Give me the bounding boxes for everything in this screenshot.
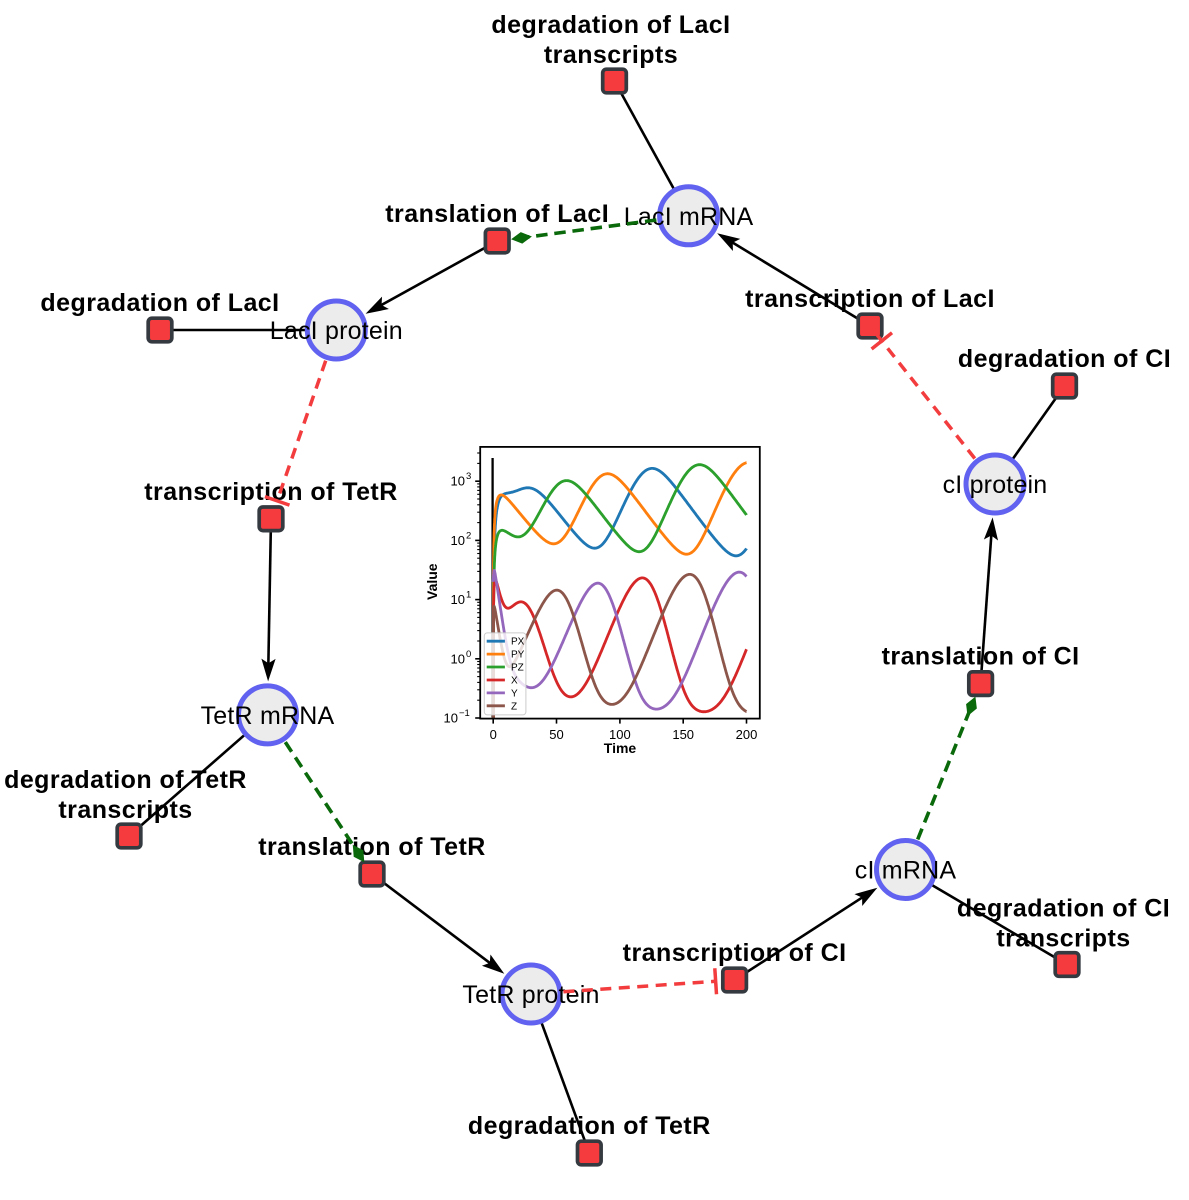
svg-text:1: 1 — [466, 590, 471, 601]
svg-text:100: 100 — [609, 727, 631, 742]
svg-text:transcripts: transcripts — [58, 796, 192, 824]
svg-text:translation of CI: translation of CI — [882, 643, 1080, 671]
svg-text:X: X — [511, 676, 518, 687]
svg-text:degradation of TetR: degradation of TetR — [4, 766, 247, 794]
svg-text:translation of LacI: translation of LacI — [385, 200, 609, 228]
svg-text:degradation of LacI: degradation of LacI — [40, 289, 279, 317]
svg-text:2: 2 — [466, 530, 471, 541]
svg-text:TetR protein: TetR protein — [462, 981, 599, 1009]
svg-text:Value: Value — [424, 563, 440, 600]
svg-text:10: 10 — [444, 711, 458, 726]
svg-text:transcripts: transcripts — [544, 41, 678, 69]
svg-text:transcription of CI: transcription of CI — [623, 939, 847, 967]
svg-text:−1: −1 — [459, 708, 470, 719]
svg-text:degradation of CI: degradation of CI — [958, 345, 1171, 373]
svg-text:0: 0 — [466, 649, 471, 660]
svg-text:PZ: PZ — [511, 663, 524, 674]
svg-text:200: 200 — [736, 727, 758, 742]
svg-text:transcripts: transcripts — [996, 925, 1130, 953]
svg-text:PY: PY — [511, 650, 525, 661]
svg-text:PX: PX — [511, 637, 525, 648]
svg-text:LacI mRNA: LacI mRNA — [624, 203, 754, 231]
svg-text:Time: Time — [604, 740, 637, 756]
svg-text:transcription of LacI: transcription of LacI — [745, 285, 995, 313]
svg-text:10: 10 — [451, 474, 465, 489]
svg-text:cI protein: cI protein — [943, 471, 1048, 499]
svg-text:50: 50 — [549, 727, 563, 742]
svg-text:transcription of TetR: transcription of TetR — [144, 478, 397, 506]
svg-text:TetR mRNA: TetR mRNA — [201, 702, 335, 730]
svg-text:Z: Z — [511, 701, 517, 712]
svg-text:degradation of TetR: degradation of TetR — [468, 1112, 711, 1140]
svg-text:150: 150 — [672, 727, 694, 742]
svg-text:degradation of LacI: degradation of LacI — [491, 11, 730, 39]
svg-text:10: 10 — [451, 651, 465, 666]
svg-text:0: 0 — [490, 727, 497, 742]
svg-text:Y: Y — [511, 688, 518, 699]
svg-text:10: 10 — [451, 592, 465, 607]
svg-text:LacI protein: LacI protein — [270, 317, 403, 345]
svg-text:cI mRNA: cI mRNA — [855, 857, 957, 885]
svg-text:10: 10 — [451, 533, 465, 548]
svg-text:3: 3 — [466, 471, 471, 482]
svg-text:degradation of CI: degradation of CI — [957, 895, 1170, 923]
svg-text:translation of TetR: translation of TetR — [258, 833, 486, 861]
